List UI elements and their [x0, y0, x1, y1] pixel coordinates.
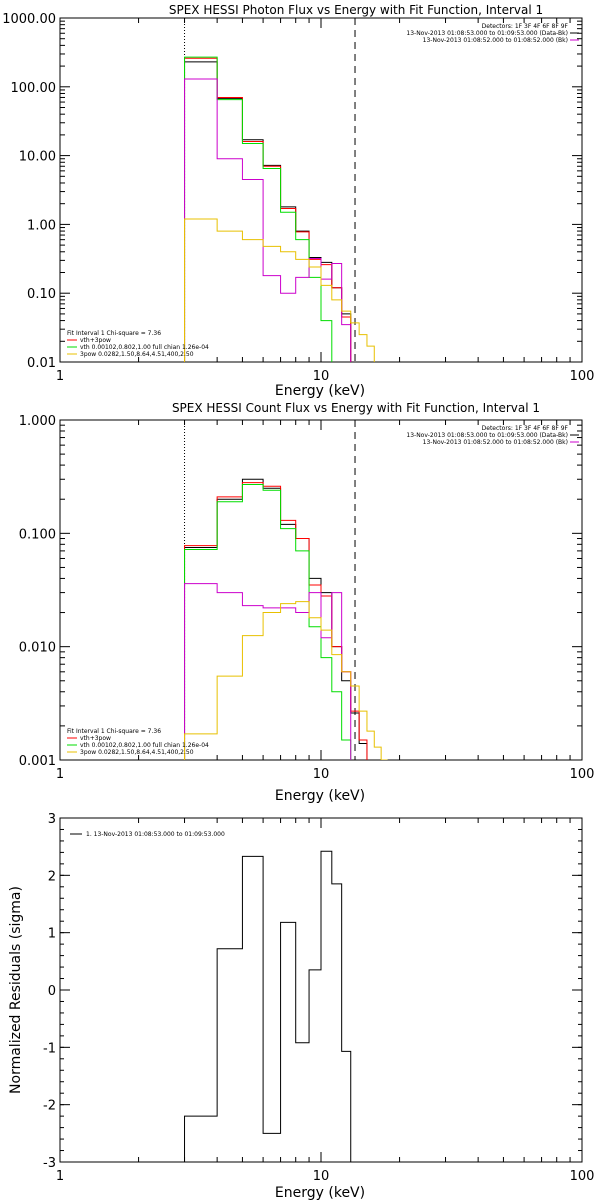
photon-flux-panel: SPEX HESSI Photon Flux vs Energy with Fi…: [2, 3, 594, 399]
photon-flux-header-line: 13-Nov-2013 01:08:52.000 to 01:08:52.000…: [423, 37, 568, 44]
photon-flux-data-layer: [184, 56, 382, 362]
photon-flux-y-tick-label: 100.00: [11, 81, 57, 96]
residuals-legend-text: 1. 13-Nov-2013 01:08:53.000 to 01:09:53.…: [86, 831, 225, 838]
residuals-y-tick-label: -2: [43, 1099, 56, 1114]
photon-flux-series-1-histogram: [184, 57, 360, 362]
photon-flux-y-tick-label: 1000.00: [2, 12, 56, 27]
residuals-y-tick-label: -1: [43, 1041, 56, 1056]
count-flux-data-layer: [184, 478, 388, 760]
count-flux-header-line: Detectors: 1F 3F 4F 6F 8F 9F: [482, 425, 569, 432]
photon-flux-series-3-histogram: [184, 78, 360, 362]
photon-flux-fit-legend-text: 3pow 0.0282,1.50,8.64,4.51,400,2.50: [80, 351, 194, 358]
residuals-y-tick-label: -3: [43, 1156, 56, 1171]
photon-flux-x-tick-label: 100: [570, 369, 595, 384]
count-flux-fit-legend-text: Fit Interval 1 Chi-square = 7.36: [67, 728, 161, 735]
photon-flux-y-tick-label: 0.10: [27, 287, 56, 302]
photon-flux-xlabel: Energy (keV): [275, 383, 365, 399]
count-flux-y-tick-label: 1.000: [19, 414, 56, 429]
residuals-x-tick-label: 1: [56, 1169, 64, 1184]
photon-flux-y-tick-label: 1.00: [27, 218, 56, 233]
photon-flux-y-tick-label: 0.01: [27, 356, 56, 371]
residuals-ylabel: Normalized Residuals (sigma): [8, 886, 24, 1094]
count-flux-title: SPEX HESSI Count Flux vs Energy with Fit…: [172, 401, 540, 415]
count-flux-y-tick-label: 0.001: [19, 754, 56, 769]
residuals-x-tick-label: 100: [570, 1169, 595, 1184]
residuals-y-tick-label: 3: [48, 812, 56, 827]
photon-flux-x-tick-label: 1: [56, 369, 64, 384]
residuals-x-tick-label: 10: [313, 1169, 330, 1184]
count-flux-x-tick-label: 10: [313, 767, 330, 782]
residuals-y-tick-label: 2: [48, 869, 56, 884]
photon-flux-title: SPEX HESSI Photon Flux vs Energy with Fi…: [169, 3, 543, 17]
photon-flux-series-2-histogram: [184, 56, 360, 362]
residuals-y-tick-label: 0: [48, 984, 56, 999]
photon-flux-fit-legend-text: Fit Interval 1 Chi-square = 7.36: [67, 330, 161, 337]
photon-flux-header-line: 13-Nov-2013 01:08:53.000 to 01:09:53.000…: [406, 30, 568, 37]
count-flux-header-line: 13-Nov-2013 01:08:52.000 to 01:08:52.000…: [423, 439, 568, 446]
count-flux-header-line: 13-Nov-2013 01:08:53.000 to 01:09:53.000…: [406, 432, 568, 439]
count-flux-x-tick-label: 1: [56, 767, 64, 782]
residuals-y-tick-label: 1: [48, 927, 56, 942]
residuals-xlabel: Energy (keV): [275, 1185, 365, 1200]
count-flux-xlabel: Energy (keV): [275, 788, 365, 804]
count-flux-panel: SPEX HESSI Count Flux vs Energy with Fit…: [19, 401, 595, 804]
residuals-panel: Energy (keV) Normalized Residuals (sigma…: [8, 812, 594, 1200]
count-flux-fit-legend-text: vth+3pow: [80, 735, 111, 742]
count-flux-fit-legend-text: vth 0.00102,0.802,1.00 full chian 1.26e-…: [80, 742, 209, 749]
count-flux-y-tick-label: 0.100: [19, 527, 56, 542]
photon-flux-fit-legend-text: vth+3pow: [80, 337, 111, 344]
photon-flux-series-0-histogram: [184, 61, 360, 362]
photon-flux-fit-legend-text: vth 0.00102,0.802,1.00 full chian 1.26e-…: [80, 344, 209, 351]
photon-flux-x-tick-label: 10: [313, 369, 330, 384]
residuals-series-0-histogram: [184, 850, 352, 1162]
photon-flux-y-tick-label: 10.00: [19, 150, 56, 165]
count-flux-series-2-histogram: [184, 483, 360, 760]
count-flux-x-tick-label: 100: [570, 767, 595, 782]
photon-flux-header-line: Detectors: 1F 3F 4F 6F 8F 9F: [482, 23, 569, 30]
count-flux-fit-legend-text: 3pow 0.0282,1.50,8.64,4.51,400,2.50: [80, 749, 194, 756]
count-flux-series-4-histogram: [184, 601, 388, 760]
residuals-data-layer: [184, 850, 352, 1162]
photon-flux-series-4-histogram: [184, 218, 382, 362]
count-flux-y-tick-label: 0.010: [19, 641, 56, 656]
